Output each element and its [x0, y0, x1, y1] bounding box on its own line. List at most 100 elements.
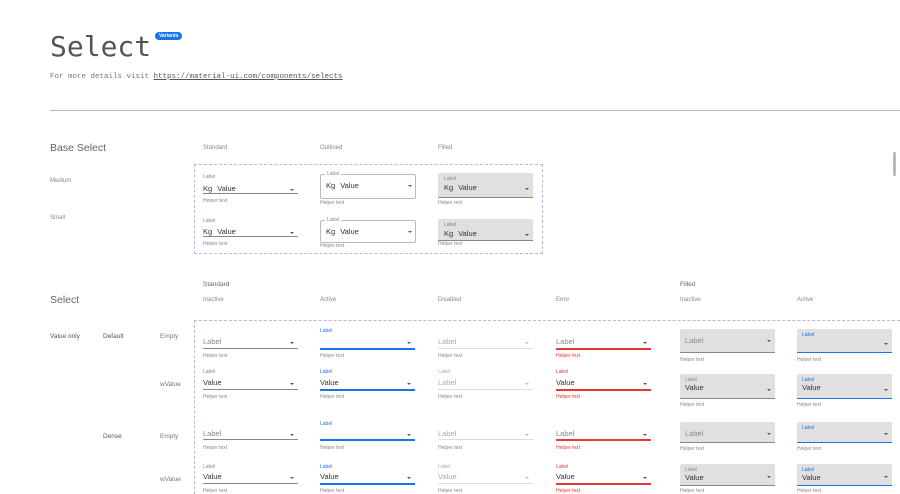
base-select-filled[interactable]: Label Kg Value Helper text — [438, 218, 533, 248]
row-header: Medium — [50, 178, 72, 184]
field-label: Label — [203, 464, 216, 470]
helper-text: Helper text — [680, 402, 705, 408]
filled-background — [680, 374, 775, 399]
field-label: Label — [802, 377, 815, 383]
base-select-standard[interactable]: Label Kg Value Helper text — [203, 174, 298, 204]
base-select-standard[interactable]: Label Kg Value Helper text — [203, 218, 298, 248]
helper-text: Helper text — [680, 357, 705, 363]
select-standard-error[interactable]: Label Helper text — [556, 328, 651, 359]
dropdown-arrow-icon — [407, 342, 411, 344]
select-standard-error[interactable]: Label Value Helper text — [556, 369, 651, 400]
field-label: Label — [685, 377, 698, 383]
field-value: Value — [556, 472, 575, 481]
dropdown-arrow-icon — [767, 433, 771, 435]
row-type-label: Empty — [160, 333, 179, 340]
kg-adornment: Kg — [444, 183, 454, 192]
select-standard-inactive[interactable]: Label Value Helper text — [203, 464, 298, 494]
field-label: Label — [203, 218, 216, 224]
select-standard-inactive[interactable]: Label Value Helper text — [203, 369, 298, 400]
select-filled-inactive[interactable]: Label Helper text — [680, 328, 775, 363]
helper-text: Helper text — [438, 488, 463, 494]
field-label: Label — [444, 176, 457, 182]
field-value: Kg Value — [326, 181, 359, 190]
base-select-frame — [194, 164, 543, 254]
select-filled-active[interactable]: Label Helper text — [797, 328, 892, 363]
row-group-label: Value only — [50, 333, 80, 340]
subtitle-text: For more details visit — [50, 73, 154, 81]
filled-background — [797, 464, 892, 486]
select-filled-inactive[interactable]: Label Helper text — [680, 421, 775, 452]
underline — [320, 389, 415, 391]
helper-text: Helper text — [203, 198, 228, 204]
helper-text: Helper text — [438, 353, 463, 359]
value-text: Value — [340, 181, 359, 190]
select-filled-inactive[interactable]: Label Value Helper text — [680, 369, 775, 408]
scrollbar-thumb[interactable] — [893, 152, 896, 176]
density-label: Dense — [103, 433, 122, 440]
row-type-label: wValue — [160, 381, 181, 388]
select-standard-active[interactable]: Label Value Helper text — [320, 369, 415, 400]
helper-text: Helper text — [797, 357, 822, 363]
field-label: Label — [444, 222, 457, 228]
select-standard-active[interactable]: Label Value Helper text — [320, 464, 415, 494]
base-select-outlined[interactable]: Label Kg Value Helper text — [320, 217, 416, 249]
outline — [320, 220, 416, 243]
helper-text: Helper text — [438, 394, 463, 400]
select-filled-inactive[interactable]: Label Value Helper text — [680, 464, 775, 494]
underline — [203, 193, 298, 194]
dropdown-arrow-icon — [407, 477, 411, 479]
select-standard-inactive[interactable]: Label Helper text — [203, 421, 298, 451]
select-standard-disabled: Label Value Helper text — [438, 464, 533, 494]
field-label: Label — [320, 464, 333, 470]
column-header: Inactive — [680, 297, 701, 303]
dropdown-arrow-icon — [884, 476, 888, 478]
helper-text: Helper text — [320, 488, 345, 494]
field-value: Kg Value — [203, 184, 236, 193]
page-title: Select — [50, 30, 152, 63]
dropdown-arrow-icon — [407, 383, 411, 385]
select-filled-active[interactable]: Label Value Helper text — [797, 464, 892, 494]
filled-background — [680, 329, 775, 353]
helper-text: Helper text — [203, 488, 228, 494]
helper-text: Helper text — [680, 488, 705, 494]
underline — [556, 389, 651, 391]
select-standard-error[interactable]: Label Value Helper text — [556, 464, 651, 494]
helper-text: Helper text — [203, 394, 228, 400]
field-placeholder: Label — [203, 337, 222, 346]
field-label: Label — [320, 328, 333, 334]
underline — [320, 483, 415, 485]
underline — [203, 389, 298, 390]
dropdown-arrow-icon — [643, 477, 647, 479]
helper-text: Helper text — [320, 353, 345, 359]
value-text: Value — [458, 183, 477, 192]
base-select-filled[interactable]: Label Kg Value Helper text — [438, 173, 533, 206]
select-standard-error[interactable]: Label Helper text — [556, 421, 651, 451]
field-label: Label — [320, 421, 333, 427]
field-value: Value — [438, 472, 457, 481]
select-filled-active[interactable]: Label Helper text — [797, 421, 892, 452]
field-label: Label — [325, 171, 342, 177]
field-label: Label — [203, 174, 216, 180]
dropdown-arrow-icon — [525, 383, 529, 385]
helper-text: Helper text — [320, 243, 345, 249]
select-filled-active[interactable]: Label Value Helper text — [797, 369, 892, 408]
field-label: Label — [203, 369, 216, 375]
base-select-outlined[interactable]: Label Kg Value Helper text — [320, 171, 416, 206]
helper-text: Helper text — [320, 200, 345, 206]
variants-badge: Variants — [155, 32, 183, 40]
select-standard-active[interactable]: Label Helper text — [320, 328, 415, 359]
row-header: Small — [50, 215, 66, 221]
select-standard-active[interactable]: Label Helper text — [320, 421, 415, 451]
helper-text: Helper text — [203, 353, 228, 359]
field-value: Value — [320, 378, 339, 387]
column-header: Error — [556, 297, 570, 303]
select-frame-top — [194, 320, 900, 321]
field-value: Value — [685, 383, 704, 392]
docs-link[interactable]: https://material-ui.com/components/selec… — [153, 73, 343, 81]
select-standard-inactive[interactable]: Label Helper text — [203, 328, 298, 359]
row-type-label: wValue — [160, 476, 181, 483]
column-header: Outlined — [320, 145, 343, 151]
dropdown-arrow-icon — [408, 231, 412, 233]
dropdown-arrow-icon — [643, 383, 647, 385]
field-value: Value — [203, 378, 222, 387]
